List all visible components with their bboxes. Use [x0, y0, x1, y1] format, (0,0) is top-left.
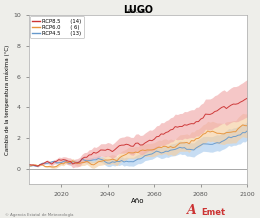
- Text: © Agencia Estatal de Meteorología: © Agencia Estatal de Meteorología: [5, 213, 74, 217]
- Text: Emet: Emet: [202, 208, 226, 217]
- Y-axis label: Cambio de la temperatura máxima (°C): Cambio de la temperatura máxima (°C): [5, 44, 10, 155]
- X-axis label: Año: Año: [131, 198, 145, 204]
- Text: A: A: [187, 204, 197, 217]
- Title: LUGO: LUGO: [123, 5, 153, 15]
- Legend: RCP8.5      (14), RCP6.0      ( 6), RCP4.5      (13): RCP8.5 (14), RCP6.0 ( 6), RCP4.5 (13): [30, 16, 84, 38]
- Text: ANUAL: ANUAL: [127, 9, 148, 14]
